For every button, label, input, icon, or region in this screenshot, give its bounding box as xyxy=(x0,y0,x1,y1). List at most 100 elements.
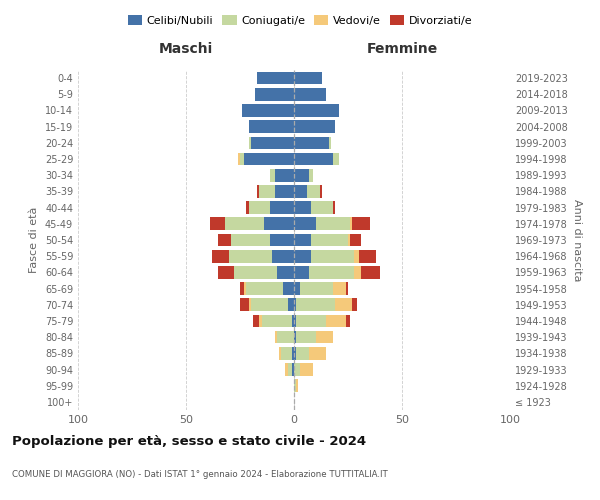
Bar xyxy=(316,331,333,344)
Bar xyxy=(240,298,248,311)
Bar xyxy=(262,314,292,328)
Bar xyxy=(259,185,275,198)
Bar xyxy=(294,363,301,376)
Bar xyxy=(279,347,281,360)
Bar xyxy=(275,185,294,198)
Bar xyxy=(311,234,348,246)
Bar xyxy=(247,282,283,295)
Bar xyxy=(277,266,294,278)
Bar xyxy=(232,234,270,246)
Bar xyxy=(270,234,294,246)
Bar xyxy=(210,218,225,230)
Bar xyxy=(292,363,294,376)
Bar xyxy=(296,380,298,392)
Bar xyxy=(283,282,294,295)
Bar xyxy=(244,282,247,295)
Bar xyxy=(272,250,294,262)
Bar xyxy=(294,380,296,392)
Bar xyxy=(296,298,335,311)
Bar xyxy=(242,104,294,117)
Bar xyxy=(294,202,311,214)
Bar xyxy=(309,169,313,181)
Bar xyxy=(311,202,333,214)
Bar xyxy=(294,120,335,133)
Bar xyxy=(294,169,309,181)
Bar xyxy=(359,250,376,262)
Bar xyxy=(294,314,296,328)
Bar xyxy=(251,136,294,149)
Bar xyxy=(333,282,346,295)
Bar xyxy=(270,202,294,214)
Text: Femmine: Femmine xyxy=(367,42,437,56)
Bar xyxy=(294,234,311,246)
Bar xyxy=(333,202,335,214)
Bar xyxy=(294,282,301,295)
Bar xyxy=(294,104,340,117)
Bar xyxy=(311,250,355,262)
Bar xyxy=(301,282,333,295)
Bar xyxy=(257,72,294,85)
Bar xyxy=(255,88,294,101)
Bar xyxy=(294,72,322,85)
Bar xyxy=(335,298,352,311)
Y-axis label: Anni di nascita: Anni di nascita xyxy=(572,198,581,281)
Bar xyxy=(229,250,272,262)
Bar xyxy=(247,202,248,214)
Bar xyxy=(316,218,350,230)
Bar xyxy=(218,234,232,246)
Bar xyxy=(248,298,251,311)
Bar xyxy=(355,266,361,278)
Bar xyxy=(294,218,316,230)
Bar xyxy=(251,298,287,311)
Bar xyxy=(350,234,361,246)
Bar xyxy=(309,347,326,360)
Bar xyxy=(309,266,355,278)
Text: COMUNE DI MAGGIORA (NO) - Dati ISTAT 1° gennaio 2024 - Elaborazione TUTTITALIA.I: COMUNE DI MAGGIORA (NO) - Dati ISTAT 1° … xyxy=(12,470,388,479)
Bar xyxy=(333,152,340,166)
Bar xyxy=(275,169,294,181)
Bar xyxy=(326,314,346,328)
Bar xyxy=(240,152,244,166)
Bar xyxy=(294,266,309,278)
Bar xyxy=(248,202,270,214)
Bar xyxy=(352,298,356,311)
Bar xyxy=(259,314,262,328)
Bar xyxy=(294,152,333,166)
Bar xyxy=(329,136,331,149)
Bar xyxy=(296,314,326,328)
Y-axis label: Fasce di età: Fasce di età xyxy=(29,207,39,273)
Bar xyxy=(248,136,251,149)
Bar xyxy=(294,88,326,101)
Bar xyxy=(346,282,348,295)
Bar xyxy=(257,185,259,198)
Bar xyxy=(294,298,296,311)
Bar xyxy=(287,363,292,376)
Bar xyxy=(294,250,311,262)
Bar xyxy=(225,218,264,230)
Bar xyxy=(264,218,294,230)
Bar xyxy=(296,347,309,360)
Bar xyxy=(346,314,350,328)
Bar xyxy=(212,250,229,262)
Bar xyxy=(270,169,275,181)
Bar xyxy=(240,282,244,295)
Bar xyxy=(348,234,350,246)
Bar xyxy=(275,331,277,344)
Bar xyxy=(294,136,329,149)
Bar xyxy=(238,152,240,166)
Bar xyxy=(253,314,259,328)
Legend: Celibi/Nubili, Coniugati/e, Vedovi/e, Divorziati/e: Celibi/Nubili, Coniugati/e, Vedovi/e, Di… xyxy=(124,10,476,30)
Bar xyxy=(361,266,380,278)
Bar xyxy=(218,266,233,278)
Bar xyxy=(355,250,359,262)
Bar xyxy=(244,152,294,166)
Bar xyxy=(301,363,313,376)
Bar xyxy=(294,347,296,360)
Bar xyxy=(277,331,294,344)
Bar xyxy=(233,266,277,278)
Bar xyxy=(350,218,352,230)
Bar xyxy=(296,331,316,344)
Bar xyxy=(294,185,307,198)
Bar xyxy=(294,331,296,344)
Text: Maschi: Maschi xyxy=(159,42,213,56)
